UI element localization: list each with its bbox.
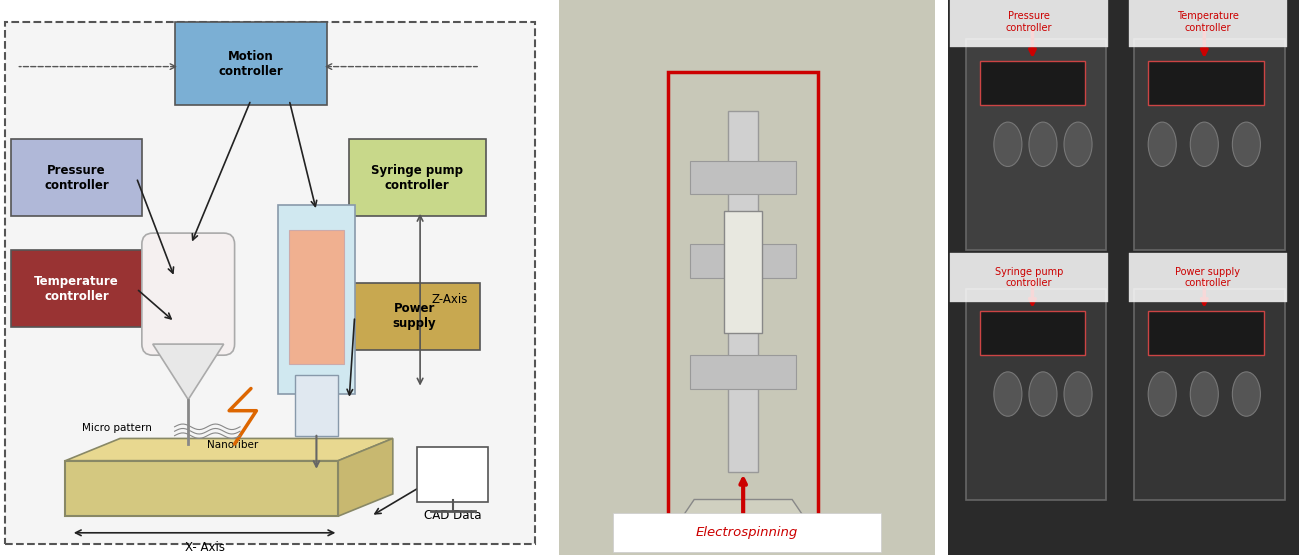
Bar [965,289,1107,500]
Bar [979,61,1085,105]
Text: Syringe pump
controller: Syringe pump controller [372,164,464,191]
Polygon shape [672,500,814,533]
Text: Pressure
controller: Pressure controller [44,164,109,191]
Text: Z-Axis: Z-Axis [431,293,468,306]
FancyBboxPatch shape [10,139,142,216]
Text: Temperature
controller: Temperature controller [1177,12,1239,33]
Polygon shape [65,461,338,516]
Circle shape [1233,122,1260,166]
Text: Micro pattern: Micro pattern [82,423,152,433]
Circle shape [1148,372,1177,416]
Bar [1148,311,1264,355]
Text: Y-Axis: Y-Axis [447,453,482,466]
Bar [1134,39,1285,250]
Text: Nanofiber: Nanofiber [208,440,259,450]
Bar [965,39,1107,250]
Text: Pressure
controller: Pressure controller [1005,12,1052,33]
Bar [1148,61,1264,105]
FancyBboxPatch shape [417,447,488,502]
Text: X- Axis: X- Axis [184,541,225,554]
Text: Electrospinning: Electrospinning [696,526,798,539]
Bar [725,211,763,333]
FancyBboxPatch shape [295,375,338,436]
Text: Temperature
controller: Temperature controller [34,275,118,302]
FancyBboxPatch shape [1129,0,1287,47]
FancyBboxPatch shape [278,205,355,394]
Text: Power
supply: Power supply [392,302,436,330]
FancyBboxPatch shape [349,139,486,216]
FancyBboxPatch shape [950,0,1108,47]
Polygon shape [153,344,223,400]
FancyBboxPatch shape [10,250,142,327]
FancyBboxPatch shape [349,283,481,350]
Bar [691,161,796,194]
Text: Power supply
controller: Power supply controller [1176,267,1241,288]
Circle shape [994,372,1022,416]
FancyBboxPatch shape [950,253,1108,302]
Circle shape [1029,372,1057,416]
Text: Motion
controller: Motion controller [218,50,283,78]
Circle shape [1190,372,1218,416]
Circle shape [1148,122,1177,166]
Text: Syringe pump
controller: Syringe pump controller [995,267,1063,288]
Text: CAD Data: CAD Data [423,509,482,522]
FancyBboxPatch shape [174,22,327,105]
FancyBboxPatch shape [142,233,235,355]
Circle shape [1233,372,1260,416]
Polygon shape [65,438,392,461]
Circle shape [1190,122,1218,166]
FancyBboxPatch shape [290,230,344,364]
Bar [1134,289,1285,500]
FancyBboxPatch shape [613,513,881,552]
Bar [979,311,1085,355]
Circle shape [1064,122,1092,166]
Bar [691,244,796,278]
FancyBboxPatch shape [1129,253,1287,302]
Bar [727,111,759,472]
Circle shape [1029,122,1057,166]
Circle shape [1064,372,1092,416]
FancyBboxPatch shape [5,22,535,544]
Circle shape [994,122,1022,166]
Bar [691,355,796,388]
Polygon shape [338,438,392,516]
